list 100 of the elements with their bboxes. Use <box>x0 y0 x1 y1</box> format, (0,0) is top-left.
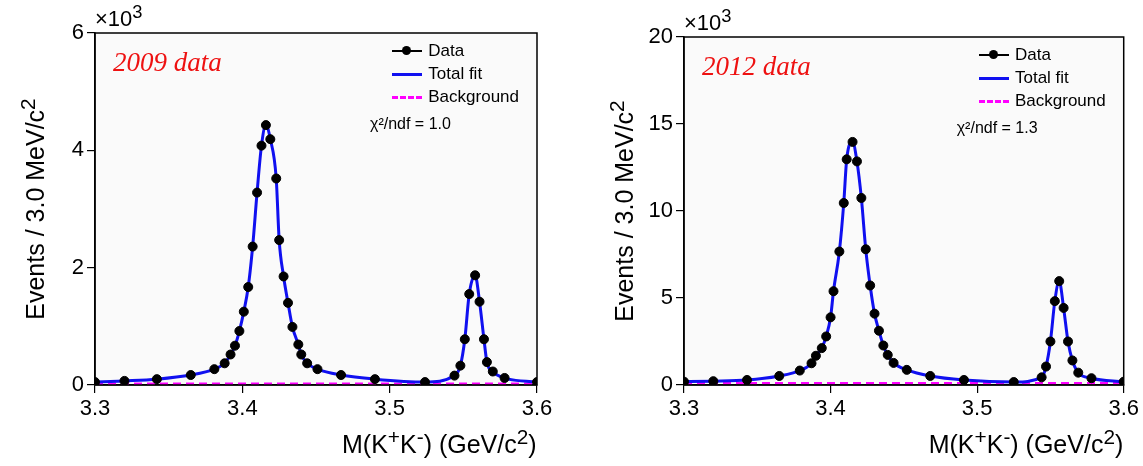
point <box>283 297 294 308</box>
point <box>925 370 936 381</box>
point <box>481 357 492 368</box>
point <box>1067 355 1078 366</box>
point <box>487 366 498 377</box>
y-tick-label: 5 <box>660 284 673 310</box>
point <box>478 334 489 345</box>
point <box>265 134 276 145</box>
x-tick-label: 3.4 <box>227 395 258 421</box>
y-tick-label: 4 <box>71 136 84 162</box>
point <box>1036 372 1047 383</box>
point <box>209 364 220 375</box>
point <box>828 286 839 297</box>
point <box>225 349 236 360</box>
point <box>708 376 719 385</box>
y-tick-label: 20 <box>648 23 673 49</box>
point <box>1041 361 1052 372</box>
annotation: χ²/ndf = 1.0 <box>370 115 451 133</box>
point <box>821 331 832 342</box>
point <box>841 154 852 165</box>
y-tick-label: 0 <box>660 371 673 397</box>
point <box>449 370 460 381</box>
point <box>369 374 380 385</box>
legend-label: Data <box>1014 44 1051 66</box>
legend-label: Background <box>428 86 519 108</box>
point <box>888 357 899 368</box>
y-tick-label: 6 <box>71 19 84 45</box>
point <box>1049 296 1060 307</box>
point <box>302 358 313 369</box>
point <box>238 306 249 317</box>
x-tick-label: 3.3 <box>79 395 111 421</box>
point <box>312 364 323 375</box>
x-tick-label: 3.6 <box>1108 395 1140 421</box>
point <box>1054 276 1065 287</box>
point <box>825 312 836 323</box>
annotation: χ²/ndf = 1.3 <box>956 119 1038 137</box>
x-axis-title: M(K$^{+}$K$^{-}$) (GeV/c$^{2}$) <box>928 425 1124 460</box>
y-tick-label: 2 <box>71 253 84 279</box>
point <box>420 377 431 385</box>
point <box>185 370 196 381</box>
point <box>256 140 267 151</box>
point <box>1063 336 1074 347</box>
point <box>499 372 510 383</box>
point <box>470 270 481 281</box>
point <box>742 374 753 385</box>
legend-label: Data <box>428 40 465 62</box>
text: ×10$^{3}$ <box>95 1 143 33</box>
legend-label: Background <box>1014 90 1106 112</box>
x-tick-label: 3.5 <box>374 395 405 421</box>
point <box>1073 367 1084 378</box>
point <box>459 334 470 345</box>
point <box>271 173 282 184</box>
point <box>882 349 893 360</box>
point <box>774 370 785 381</box>
point <box>243 282 254 293</box>
point <box>901 364 912 375</box>
point <box>119 375 130 385</box>
y-tick-label: 10 <box>648 197 673 223</box>
point <box>1008 377 1019 385</box>
point <box>847 136 858 147</box>
point <box>860 244 871 255</box>
x-axis-title: M(K$^{+}$K$^{-}$) (GeV/c$^{2}$) <box>342 425 537 460</box>
point <box>1086 373 1097 384</box>
point <box>464 289 475 300</box>
point <box>806 358 817 369</box>
point <box>455 360 466 371</box>
x-tick-label: 3.4 <box>815 395 846 421</box>
y-tick-label: 0 <box>71 371 84 397</box>
point <box>234 326 245 337</box>
point <box>838 198 849 208</box>
point <box>296 349 307 360</box>
point <box>293 339 304 350</box>
x-tick-label: 3.5 <box>961 395 993 421</box>
point <box>252 187 263 198</box>
point <box>151 374 162 385</box>
point <box>336 370 347 381</box>
point <box>873 325 884 336</box>
point <box>1058 302 1069 313</box>
point <box>474 296 485 307</box>
point <box>856 192 867 203</box>
legend-label: Total fit <box>1014 67 1069 89</box>
point <box>274 235 285 246</box>
x-tick-label: 3.3 <box>668 395 700 421</box>
point <box>1045 336 1056 347</box>
point <box>287 321 298 332</box>
point <box>878 340 889 351</box>
point <box>958 374 969 385</box>
text: ×10$^{3}$ <box>684 5 732 37</box>
point <box>794 365 805 376</box>
point <box>278 271 289 282</box>
annotation: 2009 data <box>113 47 222 78</box>
point <box>247 241 258 252</box>
annotation: 2012 data <box>702 51 811 82</box>
point <box>865 280 876 291</box>
point <box>810 350 821 361</box>
point <box>229 340 240 351</box>
point <box>219 358 230 369</box>
legend-label: Total fit <box>428 63 483 85</box>
point <box>834 246 845 257</box>
point <box>851 156 862 167</box>
